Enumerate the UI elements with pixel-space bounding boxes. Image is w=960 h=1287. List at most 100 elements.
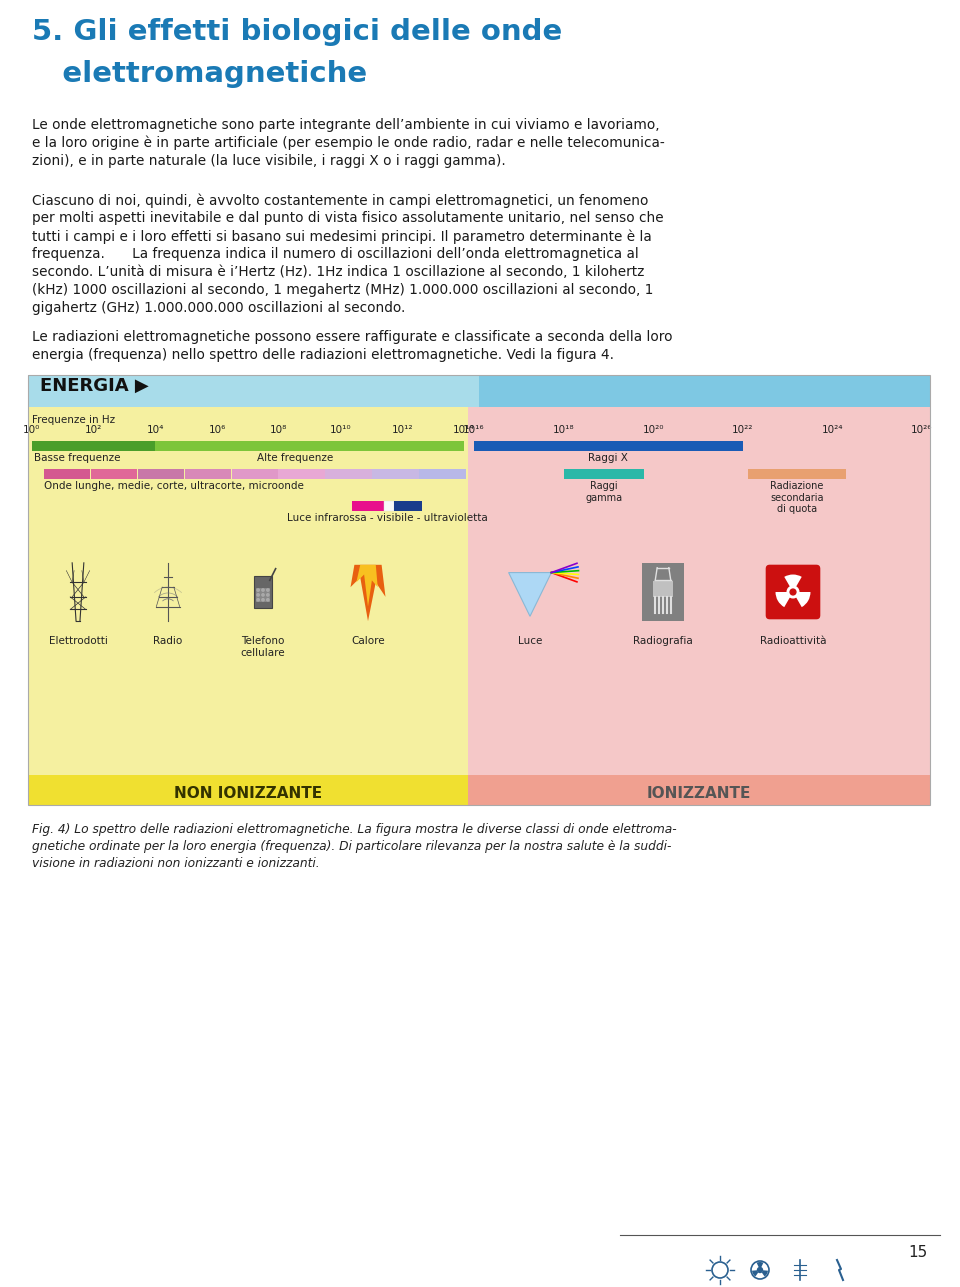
- FancyBboxPatch shape: [766, 565, 820, 619]
- Text: 10¹⁸: 10¹⁸: [553, 425, 574, 435]
- Bar: [278, 468, 324, 479]
- Bar: [641, 562, 684, 622]
- Bar: [256, 588, 270, 602]
- Text: 10¹²: 10¹²: [392, 425, 413, 435]
- Text: Radiazione
secondaria
di quota: Radiazione secondaria di quota: [770, 481, 824, 515]
- Text: Fig. 4) Lo spettro delle radiazioni elettromagnetiche. La figura mostra le diver: Fig. 4) Lo spettro delle radiazioni elet…: [32, 822, 677, 837]
- Bar: [231, 468, 278, 479]
- Wedge shape: [761, 1270, 768, 1277]
- Text: Le onde elettromagnetiche sono parte integrante dell’ambiente in cui viviamo e l: Le onde elettromagnetiche sono parte int…: [32, 118, 660, 133]
- Bar: [384, 501, 394, 511]
- Text: ENERGIA ▶: ENERGIA ▶: [40, 377, 149, 395]
- Bar: [44, 468, 90, 479]
- Bar: [325, 468, 372, 479]
- Text: Frequenze in Hz: Frequenze in Hz: [32, 414, 115, 425]
- Text: visione in radiazioni non ionizzanti e ionizzanti.: visione in radiazioni non ionizzanti e i…: [32, 857, 320, 870]
- Text: 10²⁴: 10²⁴: [822, 425, 843, 435]
- Circle shape: [757, 1268, 762, 1273]
- Bar: [28, 407, 468, 775]
- Text: Radiografia: Radiografia: [634, 636, 693, 646]
- Circle shape: [267, 589, 269, 591]
- Text: IONIZZANTE: IONIZZANTE: [647, 785, 751, 801]
- Bar: [156, 441, 464, 450]
- Text: gnetiche ordinate per la loro energia (frequenza). Di particolare rilevanza per : gnetiche ordinate per la loro energia (f…: [32, 840, 671, 853]
- Text: Onde lunghe, medie, corte, ultracorte, microonde: Onde lunghe, medie, corte, ultracorte, m…: [44, 481, 304, 492]
- Text: 10¹⁰: 10¹⁰: [329, 425, 351, 435]
- Text: frequenza.  La frequenza indica il numero di oscillazioni dell’onda elettromagne: frequenza. La frequenza indica il numero…: [32, 247, 638, 261]
- Text: per molti aspetti inevitabile e dal punto di vista fisico assolutamente unitario: per molti aspetti inevitabile e dal punt…: [32, 211, 663, 225]
- Text: 10²: 10²: [85, 425, 103, 435]
- Text: Raggi
gamma: Raggi gamma: [586, 481, 622, 503]
- Bar: [479, 375, 930, 407]
- Wedge shape: [796, 592, 810, 607]
- Text: Raggi X: Raggi X: [588, 453, 629, 463]
- Text: 10¹⁴: 10¹⁴: [453, 425, 475, 435]
- Bar: [748, 468, 847, 479]
- Polygon shape: [509, 573, 551, 616]
- Circle shape: [790, 589, 796, 595]
- Wedge shape: [756, 1263, 763, 1268]
- Text: 5. Gli effetti biologici delle onde: 5. Gli effetti biologici delle onde: [32, 18, 563, 46]
- Text: Luce infrarossa - visibile - ultravioletta: Luce infrarossa - visibile - ultraviolet…: [287, 514, 488, 523]
- Circle shape: [262, 593, 264, 596]
- Bar: [28, 375, 930, 804]
- Text: 10⁰: 10⁰: [23, 425, 40, 435]
- Circle shape: [257, 593, 259, 596]
- Circle shape: [257, 598, 259, 601]
- Text: gigahertz (GHz) 1.000.000.000 oscillazioni al secondo.: gigahertz (GHz) 1.000.000.000 oscillazio…: [32, 301, 405, 315]
- Text: Telefono
cellulare: Telefono cellulare: [241, 636, 285, 658]
- Wedge shape: [784, 574, 802, 587]
- Text: Radioattività: Radioattività: [759, 636, 827, 646]
- Bar: [91, 468, 137, 479]
- Bar: [372, 468, 419, 479]
- Text: Calore: Calore: [351, 636, 385, 646]
- Bar: [28, 375, 479, 407]
- Bar: [474, 441, 743, 450]
- Text: 10⁸: 10⁸: [270, 425, 288, 435]
- Text: 10⁴: 10⁴: [147, 425, 164, 435]
- Polygon shape: [350, 565, 386, 622]
- Text: e la loro origine è in parte artificiale (per esempio le onde radio, radar e nel: e la loro origine è in parte artificiale…: [32, 136, 664, 151]
- Bar: [138, 468, 184, 479]
- Text: (kHz) 1000 oscillazioni al secondo, 1 megahertz (MHz) 1.000.000 oscillazioni al : (kHz) 1000 oscillazioni al secondo, 1 me…: [32, 283, 654, 297]
- Text: Radio: Radio: [154, 636, 182, 646]
- Polygon shape: [356, 565, 377, 606]
- Text: elettromagnetiche: elettromagnetiche: [32, 60, 367, 88]
- Text: Ciascuno di noi, quindi, è avvolto costantemente in campi elettromagnetici, un f: Ciascuno di noi, quindi, è avvolto costa…: [32, 193, 648, 207]
- Bar: [468, 775, 930, 804]
- Text: secondo. L’unità di misura è i’Hertz (Hz). 1Hz indica 1 oscillazione al secondo,: secondo. L’unità di misura è i’Hertz (Hz…: [32, 265, 644, 279]
- Bar: [468, 407, 930, 775]
- Circle shape: [257, 589, 259, 591]
- Wedge shape: [776, 592, 790, 607]
- Circle shape: [787, 586, 799, 598]
- Text: 10²²: 10²²: [732, 425, 754, 435]
- Bar: [254, 577, 272, 607]
- Bar: [564, 468, 644, 479]
- Text: NON IONIZZANTE: NON IONIZZANTE: [174, 785, 322, 801]
- Text: Basse frequenze: Basse frequenze: [34, 453, 121, 463]
- Text: Alte frequenze: Alte frequenze: [256, 453, 333, 463]
- Bar: [420, 468, 466, 479]
- Text: 10¹⁶: 10¹⁶: [463, 425, 485, 435]
- Bar: [352, 501, 384, 511]
- Text: tutti i campi e i loro effetti si basano sui medesimi principi. Il parametro det: tutti i campi e i loro effetti si basano…: [32, 229, 652, 243]
- Bar: [394, 501, 422, 511]
- Text: energia (frequenza) nello spettro delle radiazioni elettromagnetiche. Vedi la fi: energia (frequenza) nello spettro delle …: [32, 347, 614, 362]
- Text: Le radiazioni elettromagnetiche possono essere raffigurate e classificate a seco: Le radiazioni elettromagnetiche possono …: [32, 329, 673, 344]
- Text: 10²⁰: 10²⁰: [642, 425, 664, 435]
- Text: 10²⁶: 10²⁶: [911, 425, 933, 435]
- Text: zioni), e in parte naturale (la luce visibile, i raggi X o i raggi gamma).: zioni), e in parte naturale (la luce vis…: [32, 154, 506, 169]
- Circle shape: [262, 589, 264, 591]
- Circle shape: [267, 598, 269, 601]
- Circle shape: [262, 598, 264, 601]
- Bar: [184, 468, 231, 479]
- Wedge shape: [752, 1270, 758, 1277]
- Text: 10⁶: 10⁶: [208, 425, 226, 435]
- Bar: [28, 775, 468, 804]
- Text: 15: 15: [909, 1245, 928, 1260]
- Bar: [654, 582, 673, 597]
- Text: Luce: Luce: [517, 636, 542, 646]
- Bar: [32, 441, 156, 450]
- Circle shape: [267, 593, 269, 596]
- Text: Elettrodotti: Elettrodotti: [49, 636, 108, 646]
